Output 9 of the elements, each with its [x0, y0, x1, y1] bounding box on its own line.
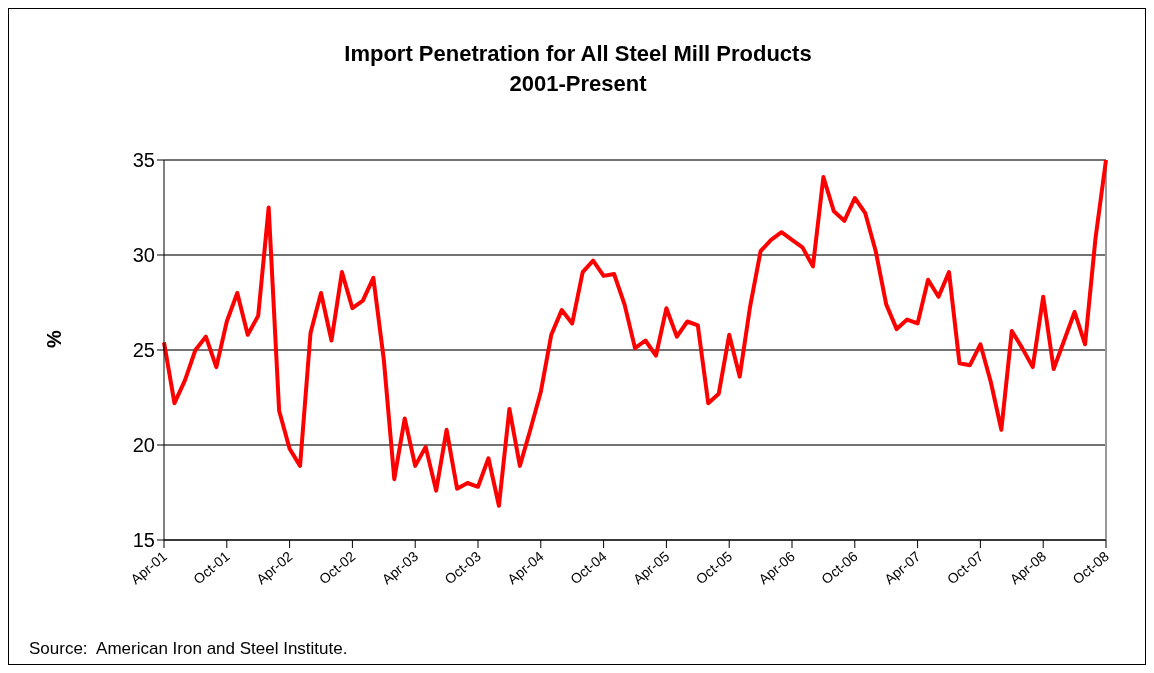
y-tick-label: 20: [132, 434, 155, 457]
y-tick-label: 30: [132, 244, 155, 267]
chart-title: Import Penetration for All Steel Mill Products 2001-Present: [343, 40, 813, 98]
source-note: Source: American Iron and Steel Institute.: [29, 639, 348, 659]
y-axis-title: %: [42, 330, 66, 348]
y-tick-label: 15: [132, 529, 155, 552]
y-tick-label: 25: [132, 339, 155, 362]
y-tick-label: 35: [132, 149, 155, 172]
line-series: [162, 160, 1108, 508]
